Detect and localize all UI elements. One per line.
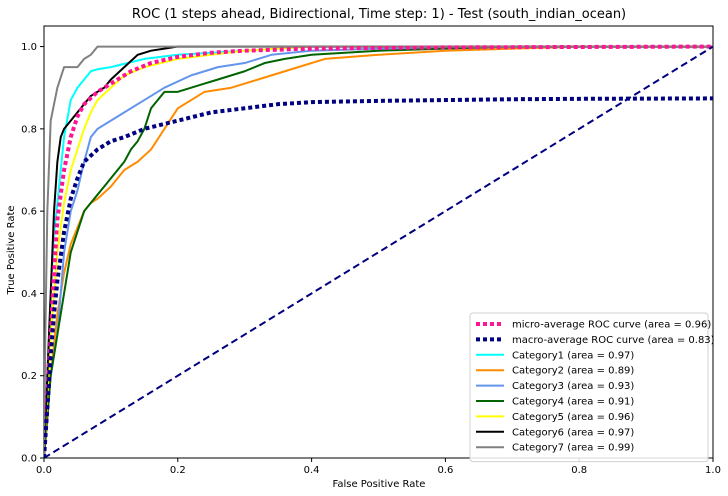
legend-box bbox=[469, 312, 709, 463]
x-axis-label: False Positive Rate bbox=[333, 479, 426, 490]
legend-entry: micro-average ROC curve (area = 0.96) bbox=[512, 320, 711, 331]
legend-entry: Category6 (area = 0.97) bbox=[512, 427, 634, 438]
y-tick-label: 1.0 bbox=[21, 42, 37, 53]
roc-line-9 bbox=[44, 45, 713, 458]
axes-frame bbox=[43, 25, 714, 459]
x-tick-label: 0.6 bbox=[437, 465, 453, 476]
x-tick-label: 0.8 bbox=[571, 465, 587, 476]
y-tick-label: 0.8 bbox=[21, 124, 37, 135]
roc-line-6 bbox=[44, 45, 713, 458]
legend-entry: Category3 (area = 0.93) bbox=[512, 381, 634, 392]
legend-entry: Category1 (area = 0.97) bbox=[512, 350, 634, 361]
y-axis: 0.0 0.2 0.4 0.6 0.8 1.0 bbox=[21, 42, 44, 465]
x-tick-label: 0.2 bbox=[170, 465, 186, 476]
y-tick-label: 0.6 bbox=[21, 207, 37, 218]
y-tick-label: 0.4 bbox=[21, 289, 37, 300]
y-tick-label: 0.0 bbox=[21, 454, 37, 465]
legend-entry: macro-average ROC curve (area = 0.83) bbox=[512, 335, 715, 346]
y-tick-label: 0.2 bbox=[21, 371, 37, 382]
legend-entry: Category7 (area = 0.99) bbox=[512, 443, 634, 454]
chance-diagonal-line bbox=[44, 45, 713, 458]
roc-line-4 bbox=[44, 45, 713, 458]
x-axis: 0.0 0.2 0.4 0.6 0.8 1.0 bbox=[36, 458, 721, 476]
x-tick-label: 0.0 bbox=[36, 465, 52, 476]
legend-entry: Category2 (area = 0.89) bbox=[512, 366, 634, 377]
chart-title: ROC (1 steps ahead, Bidirectional, Time … bbox=[132, 7, 626, 22]
x-tick-label: 0.4 bbox=[304, 465, 320, 476]
legend-entry: Category5 (area = 0.96) bbox=[512, 412, 634, 423]
series-layer bbox=[44, 44, 713, 458]
x-tick-label: 1.0 bbox=[705, 465, 721, 476]
legend: micro-average ROC curve (area = 0.96) mac… bbox=[469, 312, 715, 463]
legend-entry: Category4 (area = 0.91) bbox=[512, 397, 634, 408]
plot-area bbox=[43, 25, 714, 459]
y-axis-label: True Positive Rate bbox=[6, 205, 17, 295]
